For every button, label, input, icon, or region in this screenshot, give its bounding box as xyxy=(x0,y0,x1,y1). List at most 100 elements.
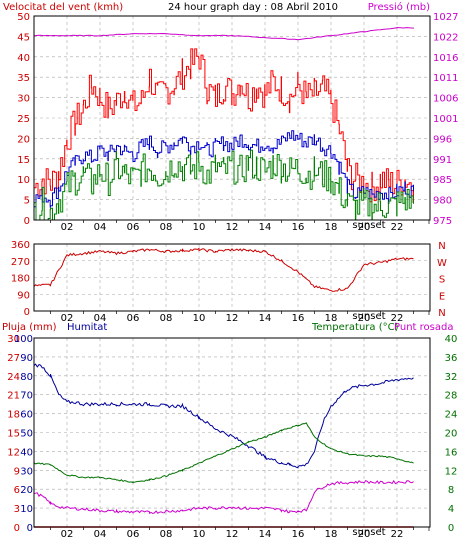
x-tick-label: 18 xyxy=(325,222,338,233)
x-tick-label: 12 xyxy=(226,222,239,233)
rain-y-tick-label: 27 xyxy=(7,353,20,364)
x-tick-label: 22 xyxy=(391,222,404,233)
dewpoint-axis-label: Punt rosada xyxy=(394,322,453,333)
temperature-y-tick-label: 8 xyxy=(448,485,454,496)
dewpoint-line xyxy=(33,479,414,515)
rain-y-tick-label: 12 xyxy=(7,447,20,458)
x-tick-label: 06 xyxy=(127,222,140,233)
x-tick-label: 20 xyxy=(358,222,371,233)
sunset-label: sunset xyxy=(352,311,385,322)
humidity-axis-label: Humitat xyxy=(67,322,107,333)
pressure-y-tick-label: 985 xyxy=(433,175,452,186)
x-tick-label: 04 xyxy=(94,529,107,540)
temperature-y-tick-label: 36 xyxy=(445,353,458,364)
rain-y-tick-label: 30 xyxy=(7,334,20,345)
pressure-y-tick-label: 1001 xyxy=(433,114,458,125)
rain-y-tick-label: 15 xyxy=(7,429,20,440)
pressure-line xyxy=(33,26,414,41)
direction-y-tick-label: 90 xyxy=(17,290,30,301)
x-tick-label: 06 xyxy=(127,529,140,540)
humidity-y-tick-label: 80 xyxy=(20,372,33,383)
pressure-y-tick-label: 1016 xyxy=(433,53,458,64)
rain-y-tick-label: 21 xyxy=(7,391,20,402)
average-line xyxy=(34,130,414,208)
x-tick-label: 14 xyxy=(259,529,272,540)
wind-y-tick-label: 25 xyxy=(17,114,30,125)
rain-y-tick-label: 9 xyxy=(14,466,20,477)
rain-y-tick-label: 3 xyxy=(14,504,20,515)
humidity-y-tick-label: 60 xyxy=(20,410,33,421)
wind-axis-label: Velocitat del vent (kmh) xyxy=(3,2,123,13)
pressure-y-tick-label: 1022 xyxy=(433,32,458,43)
compass-label: W xyxy=(437,258,447,269)
wind-y-tick-label: 35 xyxy=(17,73,30,84)
rain-y-tick-label: 0 xyxy=(14,523,20,534)
wind-y-tick-label: 15 xyxy=(17,155,30,166)
x-tick-label: 16 xyxy=(292,222,305,233)
humidity-y-tick-label: 20 xyxy=(20,485,33,496)
compass-label: N xyxy=(438,241,445,252)
sunset-label: sunset xyxy=(352,527,385,538)
x-tick-label: 20 xyxy=(358,313,371,324)
x-tick-label: 06 xyxy=(127,313,140,324)
temperature-y-tick-label: 4 xyxy=(448,504,454,515)
humidity-y-tick-label: 40 xyxy=(20,447,33,458)
x-tick-label: 10 xyxy=(193,222,206,233)
x-tick-label: 16 xyxy=(292,529,305,540)
pressure-y-tick-label: 1006 xyxy=(433,94,458,105)
temperature-line xyxy=(33,422,414,484)
sunset-label: sunset xyxy=(352,220,385,231)
x-tick-label: 18 xyxy=(325,313,338,324)
humidity-y-tick-label: 50 xyxy=(20,429,33,440)
humidity-line xyxy=(33,363,414,469)
x-tick-label: 16 xyxy=(292,313,305,324)
temperature-y-tick-label: 16 xyxy=(445,447,458,458)
rain-axis-label: Pluja (mm) xyxy=(2,322,57,333)
x-tick-label: 04 xyxy=(94,313,107,324)
x-tick-label: 12 xyxy=(226,529,239,540)
humidity-y-tick-label: 90 xyxy=(20,353,33,364)
compass-label: E xyxy=(439,291,445,302)
wind-direction-panel: 02 04 06 08 10 12 14 16 18 20 22 sunset 0 90 180 270 360… xyxy=(11,240,447,324)
x-tick-label: 10 xyxy=(193,529,206,540)
compass-label: S xyxy=(439,275,445,286)
chart-title: 24 hour graph day : 08 Abril 2010 xyxy=(168,2,338,13)
rain-y-tick-label: 6 xyxy=(14,485,20,496)
temperature-y-tick-label: 28 xyxy=(445,391,458,402)
wind-direction-line xyxy=(33,247,414,292)
speed-line xyxy=(34,149,414,221)
x-tick-label: 08 xyxy=(160,222,173,233)
wind-y-tick-label: 20 xyxy=(17,134,30,145)
compass-label: N xyxy=(438,308,445,319)
direction-y-tick-label: 270 xyxy=(11,257,30,268)
x-tick-label: 08 xyxy=(160,529,173,540)
x-tick-label: 22 xyxy=(391,313,404,324)
pressure-y-tick-label: 975 xyxy=(433,216,452,227)
x-tick-label: 04 xyxy=(94,222,107,233)
direction-y-tick-label: 360 xyxy=(11,240,30,251)
humidity-y-tick-label: 10 xyxy=(20,504,33,515)
x-tick-label: 18 xyxy=(325,529,338,540)
wind-y-tick-label: 50 xyxy=(17,12,30,23)
x-tick-label: 08 xyxy=(160,313,173,324)
x-tick-label: 02 xyxy=(61,529,74,540)
wind-y-tick-label: 10 xyxy=(17,175,30,186)
direction-y-tick-label: 180 xyxy=(11,274,30,285)
humidity-y-tick-label: 70 xyxy=(20,391,33,402)
temperature-y-tick-label: 20 xyxy=(445,429,458,440)
temperature-y-tick-label: 12 xyxy=(445,466,458,477)
x-tick-label: 22 xyxy=(391,529,404,540)
temperature-y-tick-label: 32 xyxy=(445,372,458,383)
pressure-y-tick-label: 991 xyxy=(433,155,452,166)
direction-y-tick-label: 0 xyxy=(24,307,30,318)
pressure-y-tick-label: 1011 xyxy=(433,73,458,84)
wind-y-tick-label: 5 xyxy=(24,196,30,207)
wind-y-tick-label: 0 xyxy=(24,216,30,227)
pressure-axis-label: Pressió (mb) xyxy=(368,1,430,13)
plot-frame xyxy=(33,15,431,221)
wind-pressure-panel: 02 04 06 08 10 12 14 16 18 20 22 sunset 0 5 10 15 20 25 30… xyxy=(17,12,458,233)
humidity-y-tick-label: 100 xyxy=(14,334,33,345)
plot-frame xyxy=(33,337,431,528)
